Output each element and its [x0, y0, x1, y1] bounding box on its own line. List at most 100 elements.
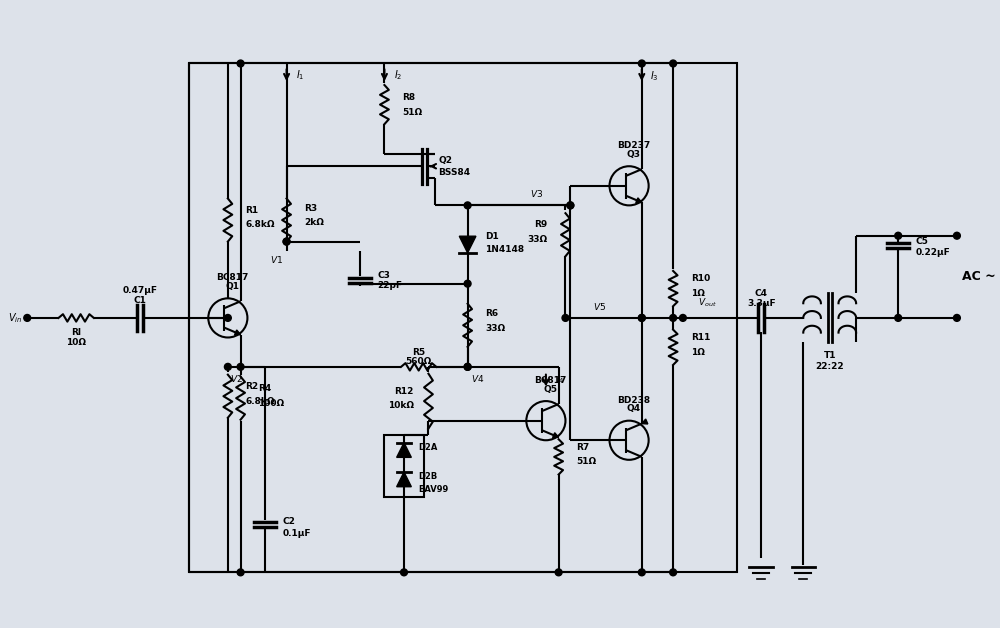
- Text: R9: R9: [535, 220, 548, 229]
- Text: D2B: D2B: [419, 472, 438, 481]
- Text: $V1$: $V1$: [270, 254, 283, 264]
- Text: $V5$: $V5$: [593, 301, 606, 311]
- Text: BC817: BC817: [217, 273, 249, 283]
- Text: 10kΩ: 10kΩ: [388, 401, 414, 411]
- Text: Q1: Q1: [226, 282, 240, 291]
- Circle shape: [953, 232, 960, 239]
- Circle shape: [464, 364, 471, 371]
- Circle shape: [283, 238, 290, 245]
- Text: 1N4148: 1N4148: [485, 245, 524, 254]
- Text: T1: T1: [823, 350, 836, 360]
- Text: 100Ω: 100Ω: [258, 399, 284, 408]
- Circle shape: [670, 569, 677, 576]
- Circle shape: [670, 60, 677, 67]
- Text: 6.8kΩ: 6.8kΩ: [245, 220, 275, 229]
- Polygon shape: [642, 419, 648, 424]
- Text: $V_{out}$: $V_{out}$: [698, 297, 717, 310]
- Text: 33Ω: 33Ω: [528, 235, 548, 244]
- Circle shape: [953, 315, 960, 322]
- Circle shape: [464, 280, 471, 287]
- Text: R3: R3: [304, 204, 317, 213]
- Text: 1Ω: 1Ω: [691, 348, 705, 357]
- Text: 22:22: 22:22: [815, 362, 844, 371]
- Text: 560Ω: 560Ω: [406, 357, 432, 367]
- Text: C1: C1: [133, 296, 146, 305]
- Polygon shape: [636, 198, 642, 203]
- Circle shape: [224, 364, 231, 371]
- Text: R8: R8: [402, 93, 415, 102]
- Text: 1Ω: 1Ω: [691, 289, 705, 298]
- Text: R10: R10: [691, 274, 710, 283]
- Text: C3: C3: [378, 271, 390, 280]
- Circle shape: [464, 202, 471, 208]
- Polygon shape: [553, 433, 559, 438]
- Text: $V_{in}$: $V_{in}$: [8, 311, 23, 325]
- Text: 6.8kΩ: 6.8kΩ: [245, 397, 275, 406]
- Text: $V4$: $V4$: [471, 373, 484, 384]
- Text: $I_3$: $I_3$: [650, 69, 658, 83]
- Circle shape: [638, 315, 645, 322]
- Text: BSS84: BSS84: [438, 168, 470, 176]
- Text: Q3: Q3: [627, 150, 641, 159]
- Text: R1: R1: [245, 206, 259, 215]
- Polygon shape: [397, 472, 411, 487]
- Circle shape: [237, 569, 244, 576]
- Circle shape: [895, 232, 902, 239]
- Circle shape: [638, 569, 645, 576]
- Text: 51Ω: 51Ω: [576, 457, 596, 466]
- Circle shape: [224, 315, 231, 322]
- Text: 22pF: 22pF: [378, 281, 403, 290]
- Text: $V2$: $V2$: [230, 373, 243, 384]
- Text: R12: R12: [394, 387, 414, 396]
- Circle shape: [638, 315, 645, 322]
- Text: R2: R2: [245, 382, 259, 391]
- Text: D1: D1: [485, 232, 499, 241]
- Text: Q4: Q4: [627, 404, 641, 413]
- Text: 2kΩ: 2kΩ: [304, 219, 324, 227]
- Polygon shape: [235, 330, 241, 335]
- Text: R11: R11: [691, 333, 710, 342]
- Text: $V3$: $V3$: [530, 188, 543, 199]
- Text: R7: R7: [576, 443, 589, 452]
- Circle shape: [24, 315, 31, 322]
- Circle shape: [562, 315, 569, 322]
- Text: $I_2$: $I_2$: [394, 68, 403, 82]
- Text: $I_1$: $I_1$: [296, 68, 305, 82]
- Text: 10Ω: 10Ω: [66, 338, 86, 347]
- Circle shape: [237, 60, 244, 67]
- Polygon shape: [397, 443, 411, 457]
- Circle shape: [895, 315, 902, 322]
- Circle shape: [401, 569, 407, 576]
- Text: BC817: BC817: [535, 376, 567, 385]
- Circle shape: [464, 364, 471, 371]
- Text: BAV99: BAV99: [419, 485, 449, 494]
- Text: C4: C4: [755, 289, 768, 298]
- Text: 0.22μF: 0.22μF: [916, 248, 951, 257]
- Text: BD237: BD237: [617, 141, 651, 150]
- Circle shape: [679, 315, 686, 322]
- Text: 0.47μF: 0.47μF: [122, 286, 157, 295]
- Text: 3.3μF: 3.3μF: [747, 299, 776, 308]
- Text: R4: R4: [258, 384, 271, 393]
- Text: Rl: Rl: [71, 328, 81, 337]
- Text: R6: R6: [485, 309, 498, 318]
- Text: 33Ω: 33Ω: [485, 323, 505, 333]
- Text: AC ~: AC ~: [962, 270, 996, 283]
- Text: C2: C2: [283, 517, 296, 526]
- Circle shape: [567, 202, 574, 208]
- Text: R5: R5: [412, 348, 425, 357]
- Text: C5: C5: [916, 237, 929, 246]
- Circle shape: [567, 202, 574, 208]
- Text: Q5: Q5: [544, 385, 558, 394]
- Circle shape: [283, 238, 290, 245]
- Text: BD238: BD238: [617, 396, 651, 404]
- Circle shape: [555, 569, 562, 576]
- Text: 51Ω: 51Ω: [402, 108, 422, 117]
- Polygon shape: [459, 236, 476, 253]
- Text: $I_4$: $I_4$: [556, 372, 565, 386]
- Circle shape: [670, 315, 677, 322]
- Text: 0.1μF: 0.1μF: [283, 529, 311, 538]
- Circle shape: [638, 60, 645, 67]
- Text: D2A: D2A: [419, 443, 438, 452]
- Circle shape: [237, 364, 244, 371]
